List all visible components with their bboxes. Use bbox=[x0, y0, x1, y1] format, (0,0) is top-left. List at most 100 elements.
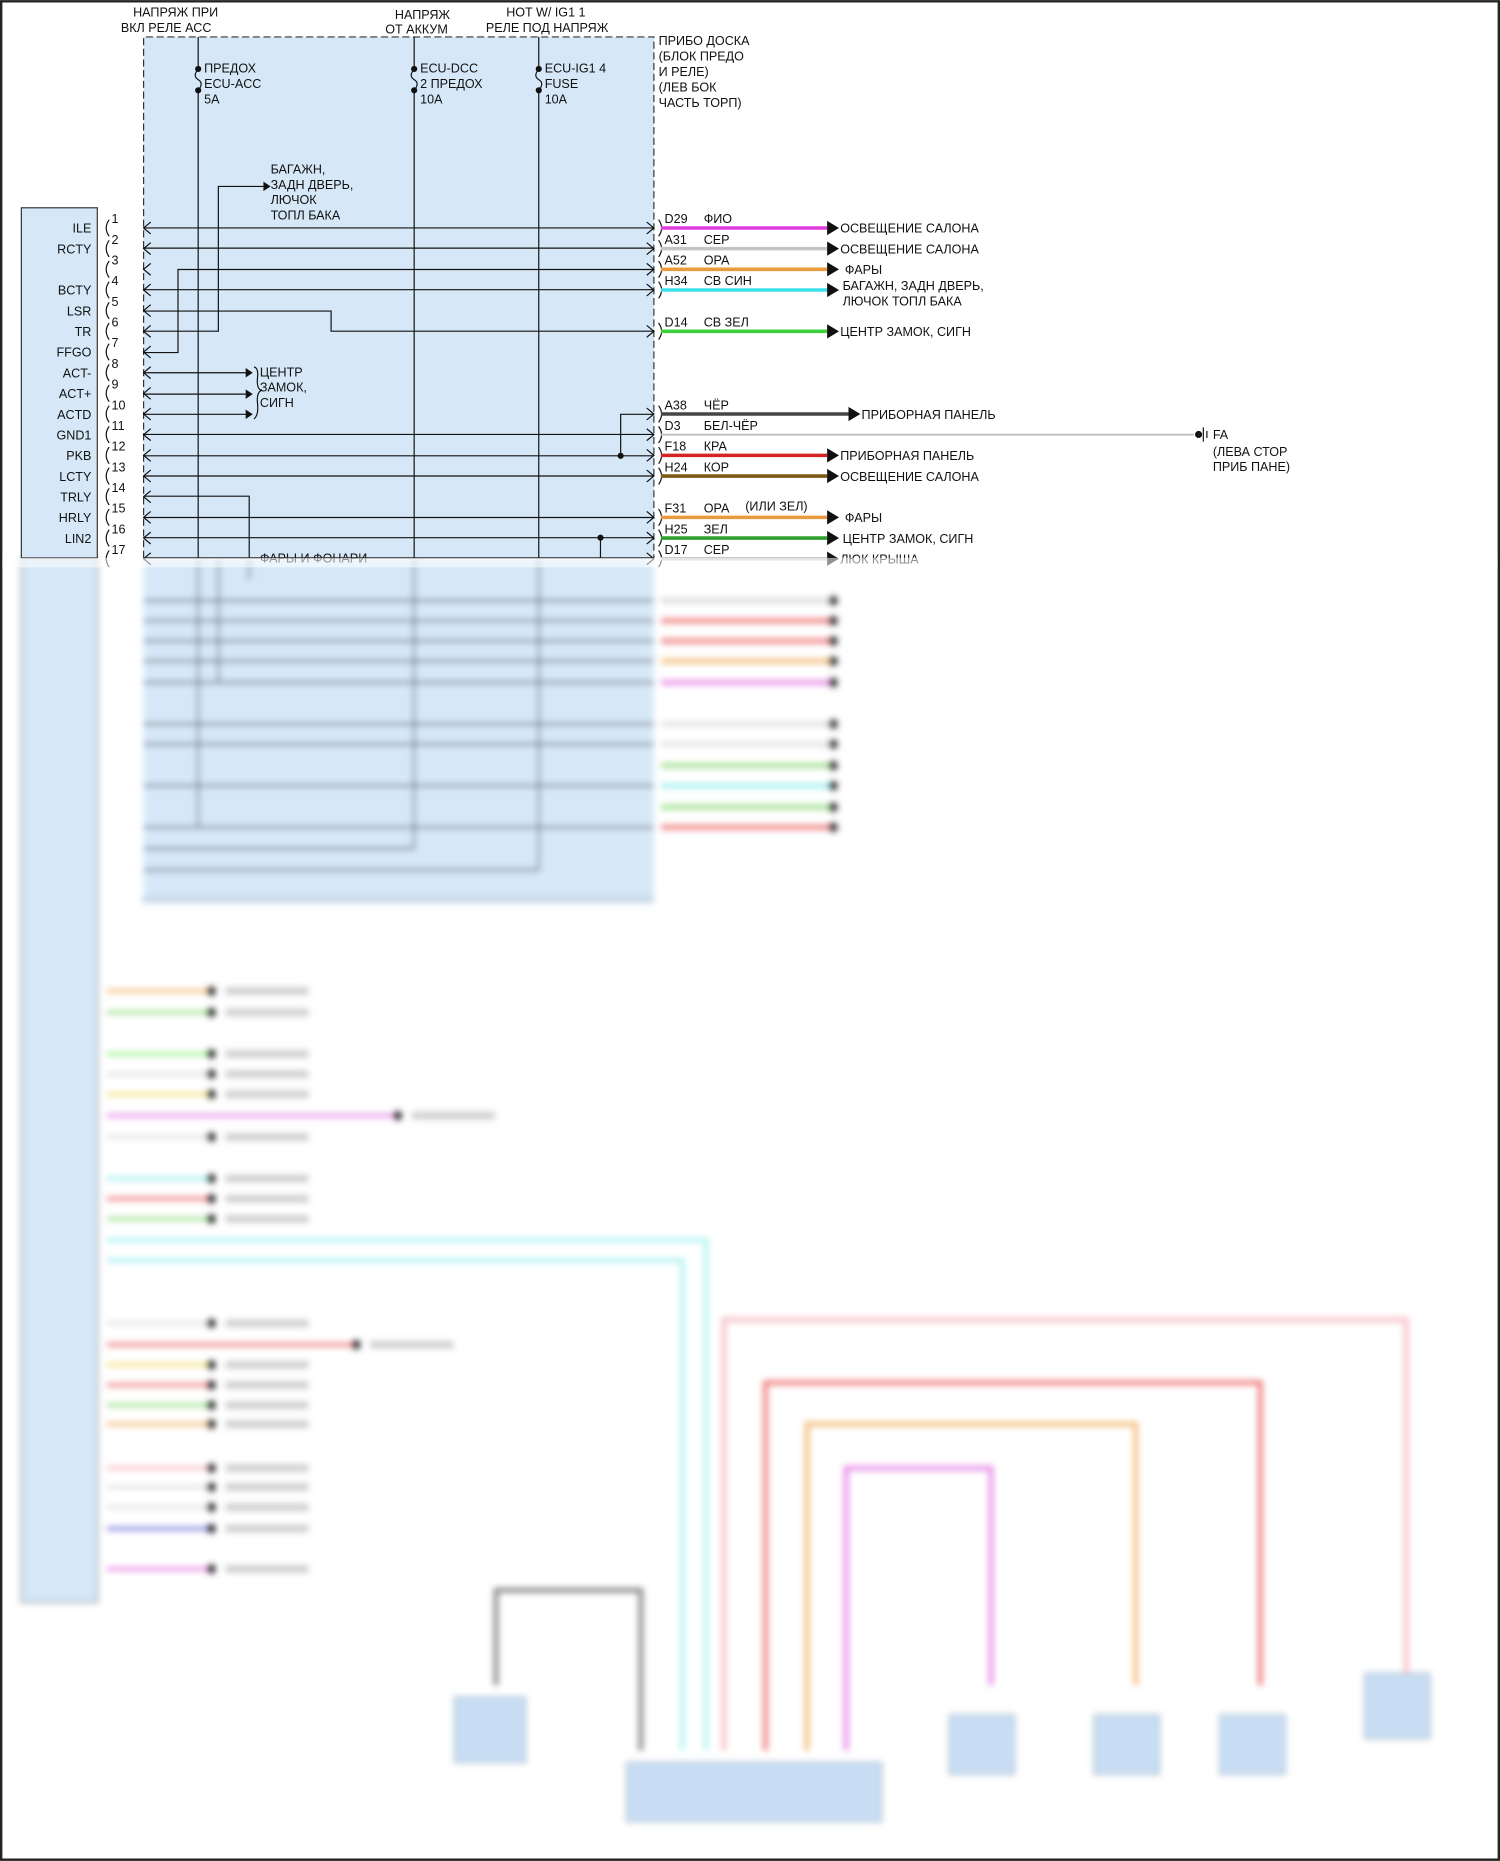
junction-block-label: ПРИБО ДОСКА (БЛОК ПРЕДО И РЕЛЕ) (ЛЕВ БОК… bbox=[659, 34, 750, 110]
fuse-icon bbox=[410, 68, 418, 91]
fuse-label: ECU-IG1 4 bbox=[545, 62, 606, 76]
pin-socket-icon bbox=[105, 343, 110, 361]
svg-text:(ЛЕВА СТОР: (ЛЕВА СТОР bbox=[1213, 445, 1288, 459]
arrow-icon bbox=[827, 468, 840, 484]
pin-number: 1 bbox=[112, 212, 119, 226]
wire-f31: F31 ОРА (ИЛИ ЗЕЛ) ФАРЫ bbox=[646, 499, 882, 527]
connector-pin: HRLY 15 bbox=[59, 502, 152, 527]
pin-number: 14 bbox=[112, 481, 126, 495]
pin-number: 12 bbox=[112, 440, 126, 454]
arrow-icon bbox=[142, 469, 152, 483]
wire-color-label: СВ ЗЕЛ bbox=[704, 316, 749, 330]
pin-socket-icon bbox=[105, 426, 110, 444]
fuse-label: ECU-ACC bbox=[204, 77, 261, 91]
fuse-icon bbox=[535, 68, 543, 91]
pin-number: 8 bbox=[112, 357, 119, 371]
connector-pin: RCTY 2 bbox=[57, 233, 152, 258]
wire-f18: F18 КРА ПРИБОРНАЯ ПАНЕЛЬ bbox=[646, 440, 974, 465]
wire-destination: ПРИБОРНАЯ ПАНЕЛЬ bbox=[862, 408, 996, 422]
pin-name: RCTY bbox=[57, 242, 92, 256]
wire-code: D14 bbox=[665, 316, 688, 330]
wire-destination: ОСВЕЩЕНИЕ САЛОНА bbox=[840, 222, 979, 236]
wire-destination: ЦЕНТР ЗАМОК, СИГН bbox=[840, 325, 971, 339]
connector-pin: TR 6 bbox=[75, 316, 152, 340]
arrow-icon bbox=[827, 448, 840, 463]
svg-text:ЗАДН ДВЕРЬ,: ЗАДН ДВЕРЬ, bbox=[271, 178, 354, 192]
connector-pin: BCTY 4 bbox=[58, 274, 152, 299]
pin-socket-icon bbox=[105, 260, 110, 278]
svg-text:ЗАМОК,: ЗАМОК, bbox=[260, 381, 307, 395]
internal-wiring bbox=[143, 185, 654, 559]
blur-boundary bbox=[2, 557, 1498, 568]
fuse-label: FUSE bbox=[545, 77, 579, 91]
wire-d29: D29 ФИО ОСВЕЩЕНИЕ САЛОНА bbox=[646, 212, 979, 237]
svg-text:ПРИБО ДОСКА: ПРИБО ДОСКА bbox=[659, 34, 750, 48]
supply-battery: НАПРЯЖ ОТ АККУМ bbox=[385, 8, 450, 36]
wire-color-label: БЕЛ-ЧЁР bbox=[704, 419, 758, 433]
pin-name: BCTY bbox=[58, 284, 92, 298]
wire-d3: D3 БЕЛ-ЧЁР bbox=[646, 419, 1194, 444]
arrow-icon bbox=[142, 510, 152, 524]
wire-destination: ФАРЫ bbox=[845, 263, 882, 277]
wire-color-label: СЕР bbox=[704, 543, 730, 557]
splice-dot bbox=[617, 452, 624, 459]
pin-socket-icon bbox=[105, 219, 110, 237]
pin-number: 5 bbox=[112, 295, 119, 309]
pin-name: PKB bbox=[66, 449, 91, 463]
pin-number: 13 bbox=[112, 460, 126, 474]
svg-text:(БЛОК ПРЕДО: (БЛОК ПРЕДО bbox=[659, 50, 745, 64]
pin-number: 6 bbox=[112, 316, 119, 330]
pin-number: 9 bbox=[112, 378, 119, 392]
wire-destination: ЛЮЧОК ТОПЛ БАКА bbox=[843, 294, 963, 308]
arrow-icon bbox=[142, 262, 152, 276]
arrow-icon bbox=[142, 386, 152, 400]
wire-code: A38 bbox=[665, 398, 687, 412]
fuse-label: ПРЕДОХ bbox=[204, 62, 257, 76]
arrow-icon bbox=[827, 262, 840, 277]
arrow-icon bbox=[827, 510, 840, 525]
wire-a31: A31 СЕР ОСВЕЩЕНИЕ САЛОНА bbox=[646, 233, 979, 258]
arrow-icon bbox=[827, 324, 840, 339]
central-lock-label: ЦЕНТР ЗАМОК, СИГН bbox=[260, 365, 307, 410]
wire-destination: ОСВЕЩЕНИЕ САЛОНА bbox=[840, 470, 979, 484]
wire-color-label: КОР bbox=[704, 460, 729, 474]
svg-text:ЦЕНТР: ЦЕНТР bbox=[260, 365, 303, 379]
supply-acc: НАПРЯЖ ПРИ ВКЛ РЕЛЕ АСС bbox=[121, 6, 218, 35]
wire-code: F18 bbox=[665, 440, 687, 454]
wire-destination: ФАРЫ bbox=[845, 511, 882, 525]
arrow-icon bbox=[142, 324, 152, 338]
pin-number: 16 bbox=[112, 522, 126, 536]
pin-name: TRLY bbox=[60, 490, 92, 504]
svg-text:ЛЮЧОК: ЛЮЧОК bbox=[271, 193, 318, 207]
connector-pin: TRLY 14 bbox=[60, 481, 152, 506]
connector-pin: ACTD 10 bbox=[57, 398, 152, 423]
wire-color-label: КРА bbox=[704, 440, 728, 454]
pin-name: ACTD bbox=[57, 408, 91, 422]
wire-h34: H34 СВ СИН БАГАЖН, ЗАДН ДВЕРЬ,ЛЮЧОК ТОПЛ Б… bbox=[646, 274, 984, 308]
wire-code: D17 bbox=[665, 543, 688, 557]
pin-socket-icon bbox=[105, 488, 110, 506]
wire-h25: H25 ЗЕЛ ЦЕНТР ЗАМОК, СИГН bbox=[646, 522, 973, 547]
wire-h24: H24 КОР ОСВЕЩЕНИЕ САЛОНА bbox=[646, 460, 979, 485]
junction-block-lower bbox=[143, 557, 654, 903]
brace-icon bbox=[253, 366, 263, 420]
wire-destination: БАГАЖН, ЗАДН ДВЕРЬ, bbox=[843, 279, 984, 293]
ground-icon bbox=[1195, 430, 1203, 439]
pin-number: 11 bbox=[112, 419, 125, 433]
wire-destination: ОСВЕЩЕНИЕ САЛОНА bbox=[840, 242, 979, 256]
wire-color-label: ОРА bbox=[704, 502, 730, 516]
fuse-rating: 10A bbox=[420, 92, 443, 106]
svg-text:БАГАЖН,: БАГАЖН, bbox=[271, 162, 326, 176]
supply-label: РЕЛЕ ПОД НАПРЯЖ bbox=[486, 21, 609, 35]
connector-pin: ILE 1 bbox=[73, 212, 152, 237]
connector-pin: FFGO 7 bbox=[56, 336, 152, 361]
arrow-icon bbox=[827, 530, 840, 546]
wire-color-label: ЗЕЛ bbox=[704, 522, 728, 536]
pin-name: ACT- bbox=[63, 366, 92, 380]
wire-code: H24 bbox=[665, 460, 688, 474]
ecu-connector-box bbox=[20, 207, 98, 559]
pin-number: 10 bbox=[112, 398, 126, 412]
arrow-icon bbox=[142, 221, 152, 235]
pin-number: 3 bbox=[112, 254, 119, 268]
